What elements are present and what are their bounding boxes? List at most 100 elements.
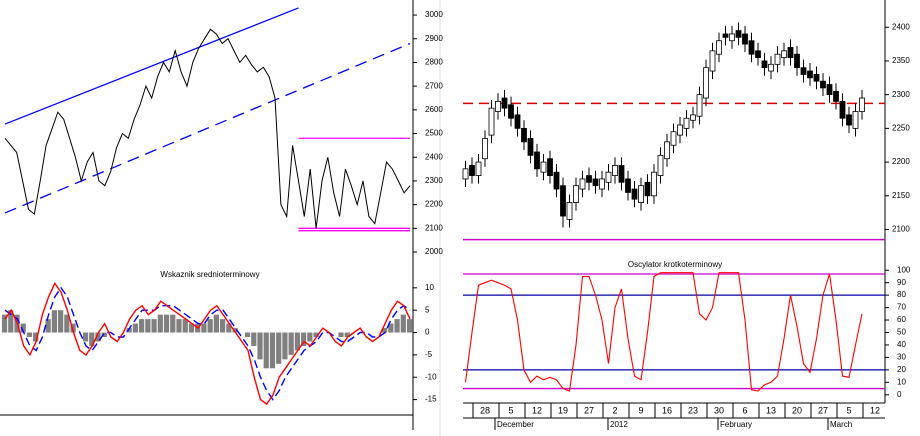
candle-body [670,131,677,146]
month-label: December [497,420,534,429]
histogram-bar [139,319,145,333]
x-tick-label: 20 [792,405,802,415]
y-tick-label: 70 [897,303,906,312]
histogram-bar [382,328,388,333]
y-tick-label: 3000 [425,10,443,19]
candle-body [651,171,657,197]
x-tick-label: 27 [818,405,828,415]
month-label: February [720,420,752,429]
candle-body [859,97,865,112]
histogram-bar [257,332,263,360]
y-tick-label: 0 [897,390,902,399]
y-tick-label: 2500 [425,129,443,138]
histogram-bar [188,323,195,333]
candle-body [703,67,709,99]
y-tick-label: 20 [897,365,906,374]
x-tick-label: 5 [508,405,513,415]
candle-body [540,161,547,173]
x-tick-label: 9 [638,405,643,415]
candle-body [761,60,768,69]
histogram-bar [151,319,157,333]
histogram-bar [26,332,33,337]
candle-body [768,63,774,72]
histogram-bar [313,332,319,337]
candle-body [527,138,534,156]
y-tick-label: 2600 [425,105,443,114]
histogram-bar [51,310,57,333]
candle-body [612,165,618,176]
histogram-bar [64,314,70,333]
candle-body [560,185,566,217]
candle-body [716,40,722,55]
candle-body [787,47,794,58]
candle-body [748,40,755,55]
candle-body [586,175,592,183]
candle-body [599,178,605,190]
candle-body [521,127,527,143]
y-tick-label: 100 [897,265,911,274]
panel-title: Oscylator krotkoterminowy [628,260,722,269]
histogram-bar [201,323,207,333]
y-tick-label: 5 [425,305,430,314]
x-tick-label: 6 [742,405,747,415]
trend-line [4,7,299,125]
histogram-bar [45,319,51,333]
histogram-bar [307,332,313,342]
y-tick-label: 2100 [425,223,443,232]
histogram-bar [226,323,232,333]
candle-body [729,33,735,42]
x-tick-label: 13 [766,405,776,415]
histogram-bar [251,332,257,346]
trend-line [4,42,411,214]
histogram-bar [157,314,163,333]
histogram-bar [388,323,394,333]
histogram-bar [220,319,226,333]
histogram-bar [282,332,288,360]
histogram-bar [101,332,107,337]
y-tick-label: 2350 [892,56,910,65]
data-line [4,286,411,401]
data-line [4,282,411,406]
candle-body [495,101,501,112]
candle-body [638,185,644,203]
histogram-bar [400,314,406,333]
x-tick-label: 23 [688,405,698,415]
candle-body [735,30,742,38]
histogram-bar [301,332,307,346]
y-tick-label: -15 [425,395,437,404]
candle-body [683,117,690,129]
candle-body [631,188,638,200]
histogram-bar [263,332,269,369]
data-line [4,28,411,229]
candle-body [846,114,852,126]
candle-body [820,80,826,89]
y-tick-label: 2250 [892,123,910,132]
candle-body [534,151,540,170]
candle-body [813,74,820,82]
x-tick-label: 2 [612,405,617,415]
y-tick-label: 2800 [425,58,443,67]
candle-body [469,165,475,176]
histogram-bar [276,332,282,364]
histogram-bar [182,319,188,333]
histogram-bar [70,323,76,333]
y-tick-label: 2700 [425,81,443,90]
y-tick-label: 2000 [425,247,443,256]
candle-body [475,161,482,176]
histogram-bar [213,314,219,333]
y-tick-label: 2150 [892,191,910,200]
y-tick-label: 2200 [425,200,443,209]
candle-body [514,114,521,129]
candle-body [605,171,612,183]
candle-body [709,50,716,72]
panel-title: Wskaznik srednioterminowy [160,270,259,279]
y-tick-label: -5 [425,350,433,359]
candle-body [566,202,573,220]
histogram-bar [89,332,95,346]
candle-body [664,141,670,160]
x-tick-label: 5 [846,405,851,415]
candle-body [742,33,748,45]
candle-body [826,84,833,96]
y-tick-label: 2300 [425,176,443,185]
histogram-bar [338,332,344,337]
